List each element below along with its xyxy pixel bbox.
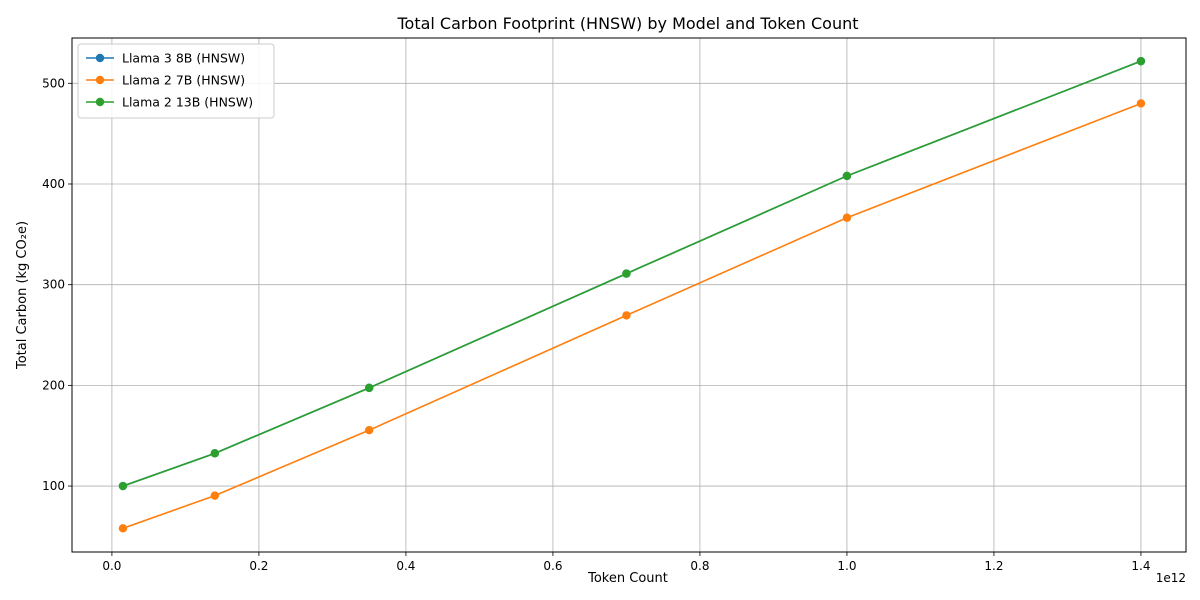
chart-title: Total Carbon Footprint (HNSW) by Model a… (396, 14, 858, 33)
grid (72, 38, 1186, 552)
x-axis-offset-label: 1e12 (1156, 571, 1186, 585)
data-point (118, 481, 128, 491)
y-tick-label: 200 (42, 378, 65, 392)
x-tick-label: 0.4 (396, 559, 415, 573)
plot-frame (71, 37, 1187, 553)
legend-label: Llama 2 13B (HNSW) (122, 95, 253, 110)
data-point (622, 269, 631, 278)
data-point (210, 449, 220, 458)
x-tick-label: 0.6 (543, 559, 562, 573)
x-axis-label: Token Count (587, 571, 668, 586)
x-tick-label: 0.2 (249, 559, 268, 573)
series-2 (118, 56, 1146, 491)
legend-marker (95, 75, 105, 85)
x-tick-label: 1.2 (984, 559, 1003, 573)
y-tick-label: 500 (42, 76, 65, 90)
data-point (118, 524, 128, 533)
legend-marker (95, 97, 105, 107)
y-axis-label: Total Carbon (kg CO₂e) (15, 221, 30, 370)
series-line (122, 102, 1142, 530)
data-point (1136, 56, 1146, 66)
x-tick-label: 0.8 (690, 559, 709, 573)
legend-label: Llama 3 8B (HNSW) (122, 51, 245, 66)
legend: Llama 3 8B (HNSW) Llama 2 7B (HNSW) Llama … (77, 43, 275, 119)
legend-label: Llama 2 7B (HNSW) (122, 73, 245, 88)
legend-box (77, 43, 275, 119)
data-point (210, 491, 220, 500)
x-tick-label: 1.4 (1131, 559, 1150, 573)
x-tick-label: 1.0 (837, 559, 856, 573)
legend-item: Llama 2 13B (HNSW) (86, 95, 253, 110)
data-point (364, 425, 374, 435)
data-point (622, 311, 631, 320)
y-tick-label: 100 (42, 479, 65, 493)
series-layer (118, 56, 1146, 533)
y-axis-ticks: 100 200 300 400 500 (42, 76, 72, 493)
legend-item: Llama 2 7B (HNSW) (86, 73, 245, 88)
data-point (1136, 99, 1146, 108)
x-axis-ticks: 0.0 0.2 0.4 0.6 0.8 1.0 1.2 1.4 (102, 552, 1150, 573)
legend-marker (95, 53, 105, 63)
series-line (122, 60, 1142, 487)
x-tick-label: 0.0 (102, 559, 121, 573)
legend-item: Llama 3 8B (HNSW) (86, 51, 245, 66)
data-point (364, 383, 374, 393)
y-tick-label: 400 (42, 177, 65, 191)
data-point (842, 171, 852, 181)
series-1 (118, 99, 1146, 533)
data-point (842, 213, 852, 222)
y-tick-label: 300 (42, 278, 65, 292)
